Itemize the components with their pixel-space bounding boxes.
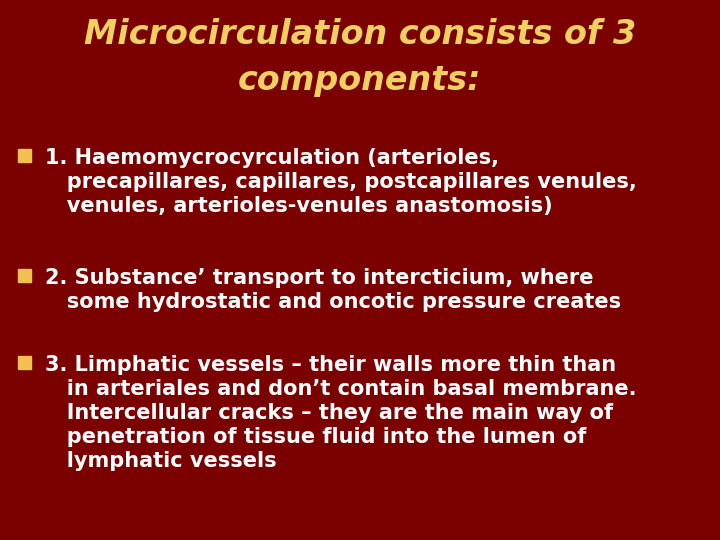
Text: 2. Substance’ transport to intercticium, where
   some hydrostatic and oncotic p: 2. Substance’ transport to intercticium,… <box>45 268 621 312</box>
Text: 3. Limphatic vessels – their walls more thin than
   in arteriales and don’t con: 3. Limphatic vessels – their walls more … <box>45 355 636 471</box>
Text: 1. Haemomycrocyrculation (arterioles,
   precapillares, capillares, postcapillar: 1. Haemomycrocyrculation (arterioles, pr… <box>45 148 636 216</box>
FancyBboxPatch shape <box>18 149 31 162</box>
Text: Microcirculation consists of 3
components:: Microcirculation consists of 3 component… <box>84 18 636 97</box>
FancyBboxPatch shape <box>18 356 31 369</box>
FancyBboxPatch shape <box>18 269 31 282</box>
